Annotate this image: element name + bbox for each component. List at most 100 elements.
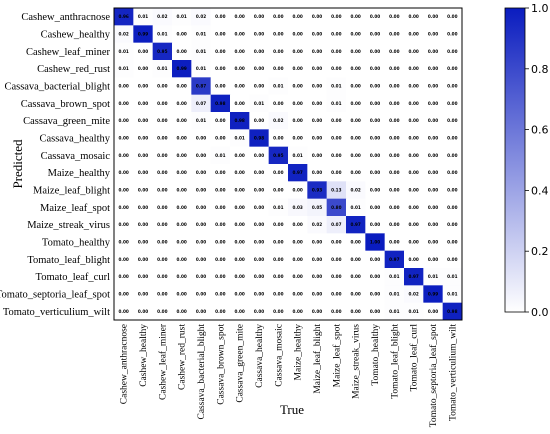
cell-value-label: 0.00 — [447, 205, 457, 210]
x-tick-label: Cassava_bacterial_blight — [197, 324, 207, 420]
cell-value-label: 0.00 — [138, 257, 148, 262]
heatmap-cell — [133, 164, 153, 182]
cell-value-label: 0.00 — [215, 49, 225, 54]
cell-value-label: 0.00 — [176, 49, 186, 54]
heatmap-cell — [172, 164, 192, 182]
cell-value-label: 0.00 — [157, 136, 167, 141]
cell-value-label: 0.00 — [118, 188, 128, 193]
heatmap-cell — [307, 181, 327, 199]
heatmap-cell — [326, 42, 347, 61]
cell-value-label: 0.00 — [234, 153, 244, 158]
cell-value-label: 0.00 — [176, 292, 186, 297]
cell-value-label: 0.97 — [389, 257, 399, 262]
cell-value-label: 0.00 — [254, 257, 264, 262]
heatmap-cell — [326, 94, 347, 113]
heatmap-cell — [365, 302, 385, 321]
cell-value-label: 0.00 — [312, 257, 322, 262]
heatmap-cell — [172, 42, 192, 61]
cell-value-label: 0.00 — [196, 188, 206, 193]
heatmap-cell — [326, 233, 347, 251]
heatmap-cell — [152, 198, 173, 217]
cell-value-label: 0.00 — [292, 240, 302, 245]
heatmap-cell — [133, 42, 153, 61]
heatmap-cell — [230, 268, 250, 286]
cell-value-label: 0.00 — [273, 222, 283, 227]
heatmap-cell — [423, 60, 443, 78]
heatmap-cell — [249, 181, 269, 199]
cell-value-label: 0.01 — [118, 66, 128, 71]
cell-value-label: 0.00 — [428, 118, 438, 123]
heatmap-cell — [230, 8, 250, 26]
cell-value-label: 0.00 — [254, 222, 264, 227]
cell-value-label: 0.00 — [370, 257, 380, 262]
cell-value-label: 0.01 — [157, 32, 167, 37]
cell-value-label: 0.00 — [370, 136, 380, 141]
cell-value-label: 0.01 — [389, 274, 399, 279]
heatmap-cell — [249, 129, 269, 147]
cell-value-label: 0.00 — [370, 205, 380, 210]
cell-value-label: 0.00 — [234, 170, 244, 175]
heatmap-cell — [210, 146, 231, 165]
cell-value-label: 0.00 — [331, 274, 341, 279]
cell-value-label: 0.00 — [118, 101, 128, 106]
cell-value-label: 0.00 — [234, 49, 244, 54]
heatmap-cell — [210, 77, 231, 95]
y-tick-label: Cashew_healthy — [41, 30, 111, 41]
heatmap-cell — [172, 146, 192, 165]
cell-value-label: 0.00 — [157, 205, 167, 210]
cell-value-label: 0.00 — [389, 170, 399, 175]
cell-value-label: 0.00 — [234, 309, 244, 314]
y-tick-label: Cassava_brown_spot — [21, 99, 110, 110]
cell-value-label: 0.01 — [447, 274, 457, 279]
heatmap-cell — [404, 250, 424, 269]
cell-value-label: 0.00 — [176, 136, 186, 141]
heatmap-cell — [191, 216, 211, 234]
heatmap-cell — [326, 198, 347, 217]
cell-value-label: 0.01 — [292, 153, 302, 158]
y-tick-label: Cashew_anthracnose — [21, 12, 110, 23]
cell-value-label: 0.00 — [408, 32, 418, 37]
heatmap-cell — [210, 164, 231, 182]
cell-value-label: 0.00 — [118, 170, 128, 175]
heatmap-cell — [288, 302, 308, 321]
colorbar-tick-label: 0.4 — [531, 184, 549, 197]
heatmap-cell — [191, 77, 211, 95]
heatmap-cell — [210, 198, 231, 217]
heatmap-cell — [423, 233, 443, 251]
heatmap-cell — [346, 250, 366, 269]
cell-value-label: 0.00 — [350, 49, 360, 54]
heatmap-cell — [288, 285, 308, 303]
heatmap-cell — [210, 60, 231, 78]
cell-value-label: 0.01 — [176, 14, 186, 19]
cell-value-label: 0.00 — [370, 118, 380, 123]
cell-value-label: 0.00 — [118, 257, 128, 262]
y-tick-label: Cassava_mosaic — [41, 151, 111, 162]
heatmap-cell — [442, 250, 463, 269]
heatmap-cell — [423, 285, 443, 303]
cell-value-label: 0.00 — [370, 292, 380, 297]
x-axis-title: True — [280, 402, 304, 417]
heatmap-cell — [365, 146, 385, 165]
heatmap-cell — [172, 94, 192, 113]
heatmap-cell — [133, 233, 153, 251]
cell-value-label: 0.00 — [350, 32, 360, 37]
heatmap-cell — [133, 268, 153, 286]
cell-value-label: 0.00 — [176, 188, 186, 193]
heatmap-cell — [230, 233, 250, 251]
cell-value-label: 0.97 — [350, 222, 360, 227]
cell-value-label: 0.00 — [370, 49, 380, 54]
heatmap-cell — [191, 146, 211, 165]
cell-value-label: 0.00 — [215, 240, 225, 245]
cell-value-label: 0.00 — [312, 136, 322, 141]
cell-value-label: 0.00 — [370, 153, 380, 158]
cell-value-label: 0.00 — [292, 14, 302, 19]
cell-value-label: 0.00 — [428, 153, 438, 158]
heatmap-cell — [133, 60, 153, 78]
heatmap-cell — [133, 8, 153, 26]
heatmap-cell — [152, 129, 173, 147]
cell-value-label: 0.00 — [118, 153, 128, 158]
cell-value-label: 0.00 — [196, 205, 206, 210]
heatmap-cell — [114, 77, 134, 95]
cell-value-label: 0.02 — [273, 118, 283, 123]
heatmap-cell — [423, 216, 443, 234]
